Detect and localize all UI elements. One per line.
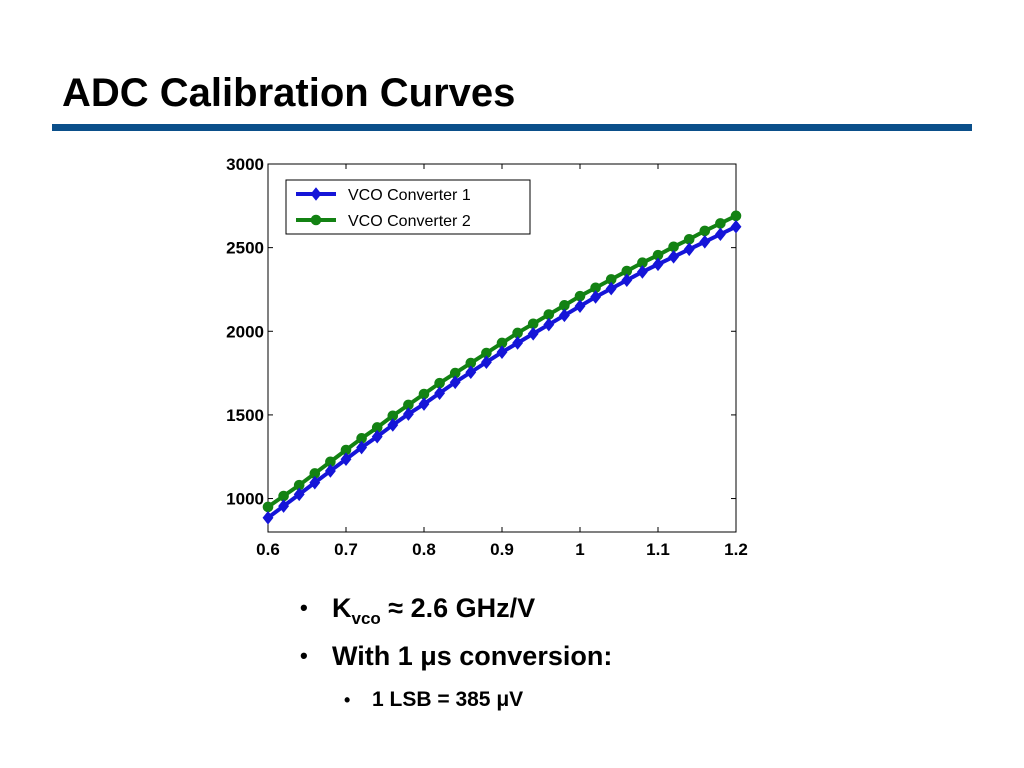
- data-point: [262, 501, 274, 513]
- bullet-lsb: • 1 LSB = 385 μV: [300, 684, 612, 724]
- data-point: [449, 375, 461, 390]
- kvco-subscript: vco: [351, 609, 381, 628]
- x-tick-label: 0.6: [256, 540, 280, 559]
- data-point: [402, 407, 414, 421]
- legend-box: [285, 179, 531, 235]
- y-tick-label: 2000: [226, 322, 264, 341]
- data-point: [652, 257, 664, 272]
- x-tick-label: 0.7: [334, 540, 358, 559]
- data-point: [262, 510, 274, 525]
- data-point: [434, 386, 446, 400]
- x-tick-label: 1: [575, 540, 584, 559]
- data-point: [699, 225, 711, 237]
- bullet-list: • Kvco ≈ 2.6 GHz/V • With 1 μs conversion:…: [300, 588, 612, 724]
- data-point: [496, 345, 508, 359]
- x-axis: 0.6 0.7 0.8 0.9 1 1.1 1.2: [256, 164, 748, 559]
- data-point: [636, 265, 648, 279]
- kvco-symbol: K: [332, 593, 352, 623]
- data-point: [371, 429, 383, 444]
- conversion-text: With 1 μs conversion:: [332, 641, 613, 671]
- data-point: [527, 326, 539, 341]
- x-tick-label: 1.2: [724, 540, 748, 559]
- x-tick-label: 0.8: [412, 540, 436, 559]
- legend-label: VCO Converter 2: [348, 213, 471, 230]
- series-layer: [262, 210, 742, 525]
- data-point: [683, 242, 695, 257]
- y-tick-label: 2500: [226, 239, 264, 258]
- lsb-text: 1 LSB = 385 μV: [372, 688, 524, 711]
- data-point: [558, 308, 570, 323]
- x-tick-label: 1.1: [646, 540, 670, 559]
- y-tick-label: 1000: [226, 490, 264, 509]
- data-point: [621, 273, 633, 288]
- slide-title: ADC Calibration Curves: [62, 71, 516, 115]
- data-point: [543, 317, 555, 332]
- data-point: [668, 250, 680, 264]
- data-point: [293, 487, 305, 502]
- data-point: [387, 418, 399, 432]
- data-point: [512, 336, 524, 350]
- data-point: [605, 281, 617, 296]
- y-axis: 1000 1500 2000 2500 3000: [226, 155, 736, 509]
- data-point: [699, 234, 711, 249]
- y-tick-label: 3000: [226, 155, 264, 174]
- data-point: [356, 440, 368, 455]
- data-point: [309, 475, 321, 490]
- data-point: [324, 464, 336, 478]
- bullet-marker: •: [300, 595, 308, 620]
- data-point: [418, 397, 430, 411]
- legend-label: VCO Converter 1: [348, 187, 471, 204]
- data-point: [340, 452, 352, 467]
- y-tick-label: 1500: [226, 406, 264, 425]
- data-point: [715, 218, 726, 229]
- title-underline: [52, 124, 972, 131]
- data-point: [730, 219, 742, 234]
- data-point: [714, 227, 726, 242]
- data-point: [278, 499, 290, 513]
- x-tick-label: 0.9: [490, 540, 514, 559]
- sub-bullet-marker: •: [344, 690, 351, 710]
- series-vco-converter-1: [262, 219, 742, 525]
- kvco-value: ≈ 2.6 GHz/V: [380, 593, 536, 623]
- data-point: [310, 214, 322, 226]
- legend: VCO Converter 1 VCO Converter 2: [285, 179, 531, 235]
- data-point: [590, 290, 602, 304]
- data-point: [574, 299, 586, 313]
- data-point: [730, 210, 742, 222]
- data-point: [480, 355, 492, 370]
- bullet-conversion: • With 1 μs conversion:: [300, 636, 612, 684]
- data-point: [465, 365, 477, 380]
- bullet-marker: •: [300, 643, 308, 668]
- bullet-kvco: • Kvco ≈ 2.6 GHz/V: [300, 588, 612, 636]
- data-point: [310, 187, 322, 201]
